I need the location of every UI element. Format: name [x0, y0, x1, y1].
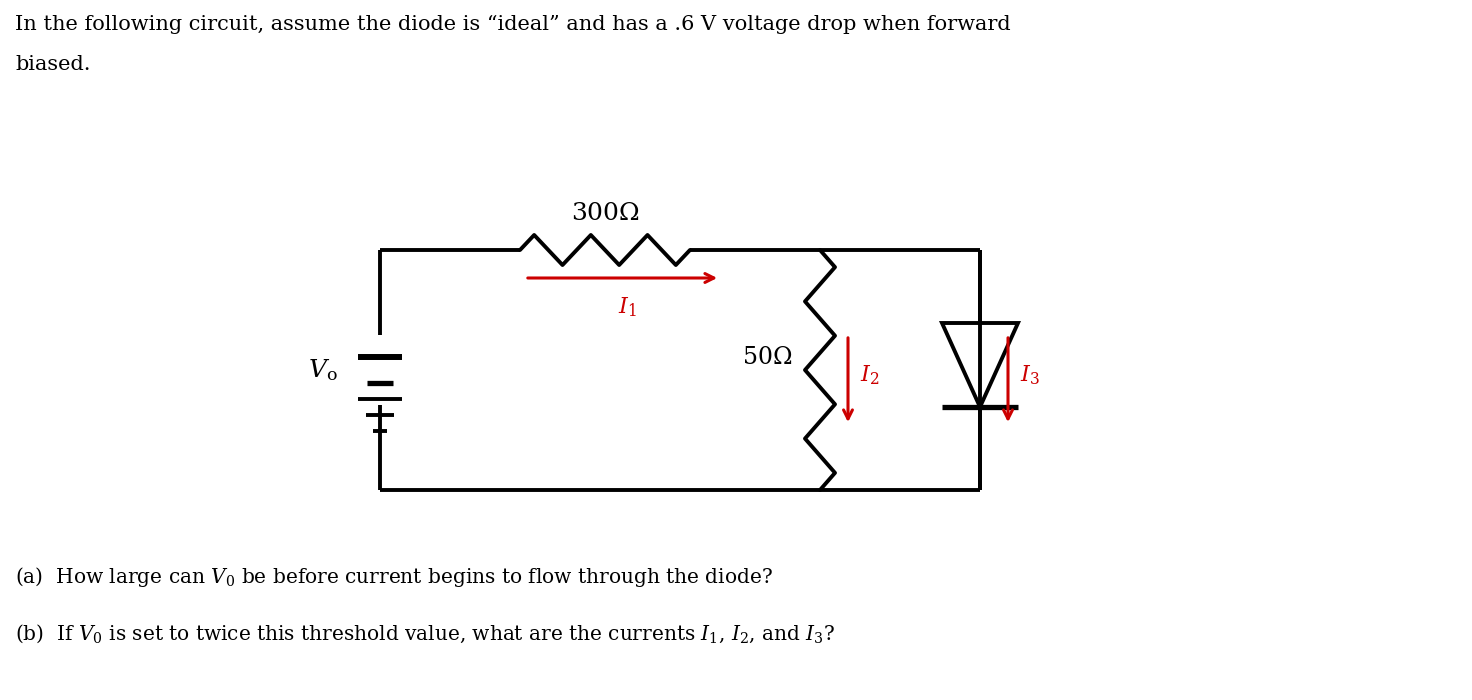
- Text: $I_3$: $I_3$: [1020, 363, 1039, 387]
- Text: In the following circuit, assume the diode is “ideal” and has a .6 V voltage dro: In the following circuit, assume the dio…: [15, 15, 1011, 34]
- Text: biased.: biased.: [15, 55, 90, 74]
- Text: 300$\Omega$: 300$\Omega$: [571, 202, 639, 225]
- Text: (b)  If $V_0$ is set to twice this threshold value, what are the currents $I_1$,: (b) If $V_0$ is set to twice this thresh…: [15, 622, 835, 645]
- Text: $I_1$: $I_1$: [618, 295, 637, 318]
- Text: (a)  How large can $V_0$ be before current begins to flow through the diode?: (a) How large can $V_0$ be before curren…: [15, 565, 773, 589]
- Text: 50$\Omega$: 50$\Omega$: [742, 346, 792, 370]
- Text: $I_2$: $I_2$: [860, 363, 879, 387]
- Text: $V_{\mathregular{o}}$: $V_{\mathregular{o}}$: [308, 357, 339, 383]
